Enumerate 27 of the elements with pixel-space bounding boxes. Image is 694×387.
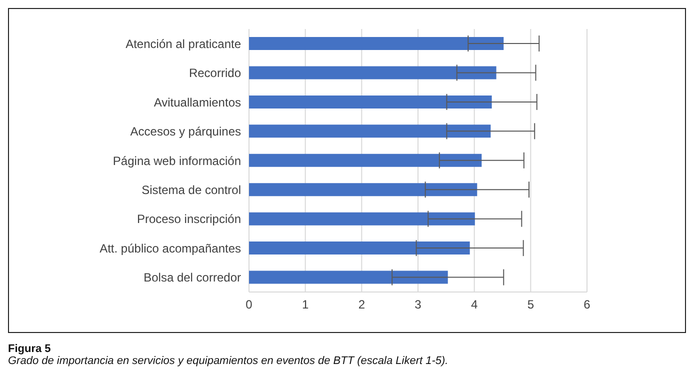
bar (249, 66, 496, 80)
y-tick-label: Recorrido (188, 66, 242, 80)
y-tick-label: Accesos y párquines (130, 124, 241, 139)
y-tick-label: Avituallamientos (154, 95, 241, 110)
text: Figura 5 (8, 343, 52, 355)
x-tick-label: 5 (527, 298, 534, 312)
x-tick-label: 2 (358, 298, 366, 312)
x-tick-label: 1 (302, 298, 309, 312)
bar (249, 212, 475, 226)
y-tick-label: Sistema de control (142, 182, 241, 197)
x-tick-label: 3 (414, 298, 422, 312)
bar (249, 95, 492, 108)
x-tick-label: 6 (584, 298, 591, 312)
bar (249, 270, 448, 284)
y-tick-label: Atención al praticante (126, 36, 242, 51)
bar (249, 124, 491, 138)
x-tick-label: 4 (470, 298, 478, 312)
bar (249, 154, 482, 167)
y-tick-label: Att. público acompañantes (100, 241, 241, 256)
y-tick-label: Proceso inscripción (136, 212, 241, 226)
bar (249, 37, 504, 50)
y-tick-label: Página web información (112, 154, 241, 168)
x-tick-label: 0 (246, 298, 253, 312)
y-tick-label: Bolsa del corredor (144, 270, 241, 285)
bar (249, 242, 470, 255)
text: Grado de importancia en servicios y equipamientos en eventos de BTT (escala Likert 1-5). (8, 355, 450, 367)
bar (249, 183, 478, 196)
